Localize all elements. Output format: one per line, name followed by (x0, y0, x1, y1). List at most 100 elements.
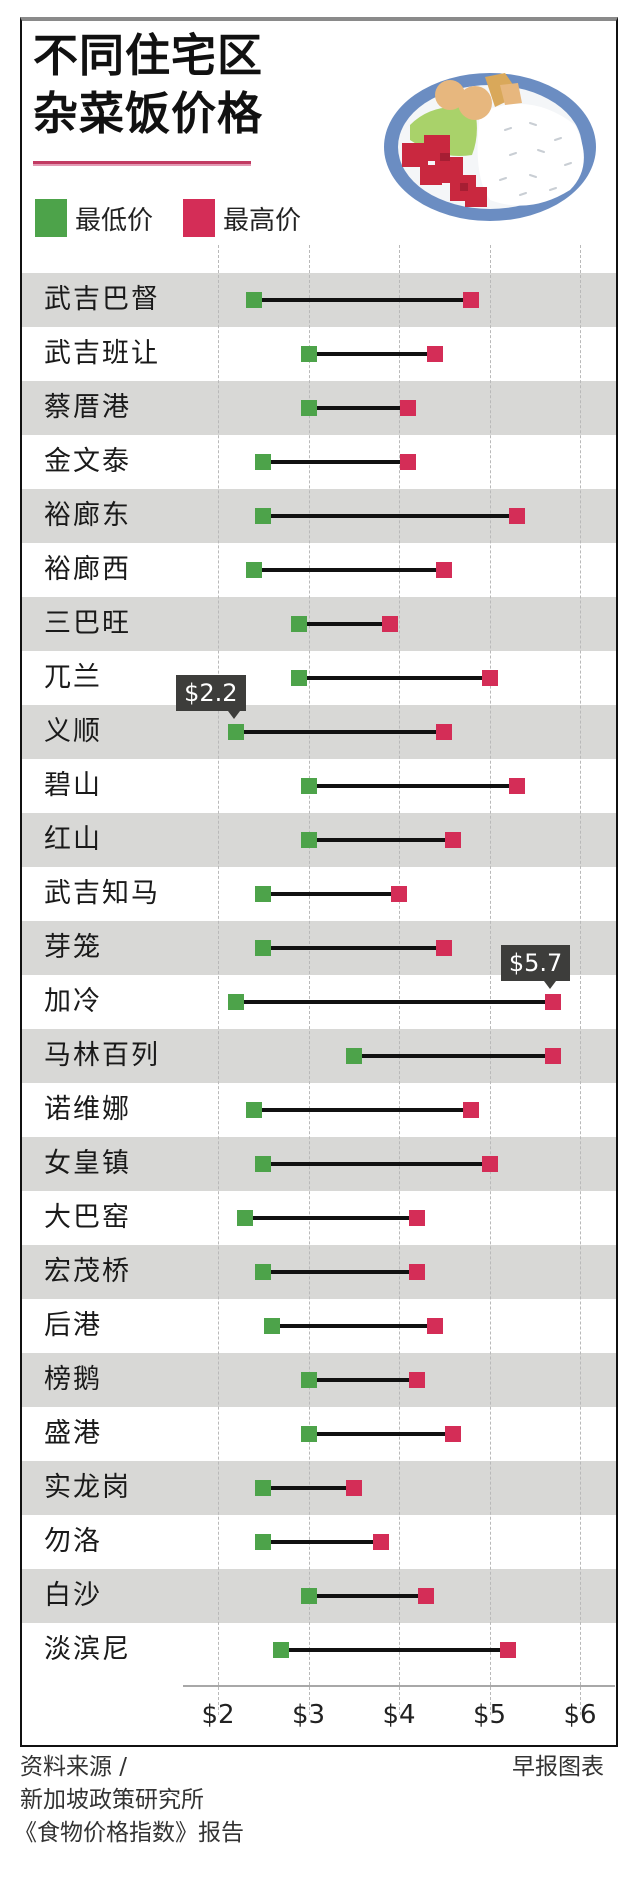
range-bar (272, 1324, 436, 1328)
chart-row: 后港 (22, 1299, 616, 1353)
min-price-marker (255, 1156, 272, 1172)
max-price-marker (544, 994, 561, 1010)
max-price-marker (409, 1372, 426, 1388)
min-price-marker (228, 994, 245, 1010)
range-bar (308, 406, 409, 410)
row-label: 兀兰 (44, 662, 102, 693)
range-bar (263, 1162, 490, 1166)
range-bar (263, 946, 445, 950)
chart-row: 碧山 (22, 759, 616, 813)
range-bar (299, 622, 390, 626)
row-label: 武吉班让 (44, 338, 160, 369)
min-price-marker (246, 562, 263, 578)
min-price-marker (291, 616, 308, 632)
row-label: 榜鹅 (44, 1364, 102, 1395)
chart-row: 勿洛 (22, 1515, 616, 1569)
max-price-marker (499, 1642, 516, 1658)
gridline (218, 245, 219, 1715)
min-price-marker (246, 1102, 263, 1118)
range-bar (254, 568, 445, 572)
min-price-marker (255, 940, 272, 956)
range-bar (308, 352, 436, 356)
max-price-marker (436, 940, 453, 956)
row-label: 芽笼 (44, 932, 102, 963)
min-price-marker (228, 724, 245, 740)
row-label: 淡滨尼 (44, 1634, 131, 1665)
min-price-marker (300, 778, 317, 794)
max-price-marker (400, 400, 417, 416)
min-price-marker (255, 1480, 272, 1496)
chart-row: 金文泰 (22, 435, 616, 489)
max-price-marker (391, 886, 407, 902)
range-bar (308, 784, 517, 788)
row-label: 马林百列 (44, 1040, 160, 1071)
row-label: 义顺 (44, 716, 102, 747)
max-price-marker (508, 778, 525, 794)
legend-label-max: 最高价 (223, 205, 302, 236)
min-price-marker (300, 400, 317, 416)
row-label: 盛港 (44, 1418, 102, 1449)
range-bar (308, 1378, 418, 1382)
gridline (489, 245, 491, 1715)
range-bar (308, 1432, 454, 1436)
row-label: 武吉巴督 (44, 284, 160, 315)
row-label: 实龙岗 (44, 1472, 131, 1503)
row-label: 白沙 (44, 1580, 102, 1611)
min-price-marker (291, 670, 308, 686)
min-price-marker (273, 1642, 290, 1658)
max-price-marker (436, 562, 453, 578)
max-price-marker (481, 1156, 498, 1172)
gridline (580, 245, 581, 1715)
legend-item-max: 最高价 (183, 199, 301, 237)
gridline (399, 245, 400, 1715)
max-price-marker (409, 1264, 426, 1280)
rice-plate-icon (384, 73, 596, 221)
legend-swatch-green (35, 199, 67, 237)
min-price-marker (300, 832, 317, 848)
range-bar (254, 1108, 472, 1112)
max-price-marker (418, 1588, 435, 1604)
min-price-callout: $2.2 (176, 675, 246, 719)
min-price-marker (264, 1318, 281, 1334)
gridline (308, 245, 310, 1715)
row-label: 裕廊东 (44, 500, 131, 531)
legend-swatch-red (183, 199, 215, 237)
row-label: 勿洛 (44, 1526, 102, 1557)
max-price-marker (409, 1210, 426, 1226)
chart-row: 大巴窑 (22, 1191, 616, 1245)
range-bar (299, 676, 490, 680)
chart-row: 盛港 (22, 1407, 616, 1461)
row-label: 三巴旺 (44, 608, 131, 639)
range-bar (236, 730, 445, 734)
range-bar (263, 1540, 381, 1544)
max-price-marker (481, 670, 498, 686)
range-bar (263, 1270, 418, 1274)
min-price-marker (300, 1426, 317, 1442)
range-bar (308, 838, 454, 842)
chart-row: 加冷 (22, 975, 616, 1029)
min-price-marker (300, 1372, 317, 1388)
row-label: 诺维娜 (44, 1094, 131, 1125)
min-price-marker (255, 1534, 272, 1550)
range-bar (263, 460, 409, 464)
source-line-3: 《食物价格指数》报告 (14, 1820, 244, 1846)
max-price-marker (436, 724, 453, 740)
min-price-marker (255, 886, 272, 902)
graphic-credit: 早报图表 (512, 1754, 604, 1780)
row-label: 裕廊西 (44, 554, 131, 585)
source-line-1: 资料来源 / (20, 1754, 128, 1780)
row-label: 加冷 (44, 986, 102, 1017)
max-price-marker (445, 1426, 462, 1442)
max-price-callout: $5.7 (500, 945, 571, 989)
max-price-marker (427, 1318, 444, 1334)
range-bar (263, 892, 399, 896)
row-label: 后港 (44, 1310, 102, 1341)
max-price-marker (427, 346, 444, 362)
range-bar (263, 1486, 354, 1490)
max-price-marker (544, 1048, 561, 1064)
chart-row: 淡滨尼 (22, 1623, 616, 1677)
range-bar (308, 1594, 427, 1598)
min-price-marker (300, 346, 317, 362)
row-label: 宏茂桥 (44, 1256, 131, 1287)
max-price-marker (381, 616, 398, 632)
